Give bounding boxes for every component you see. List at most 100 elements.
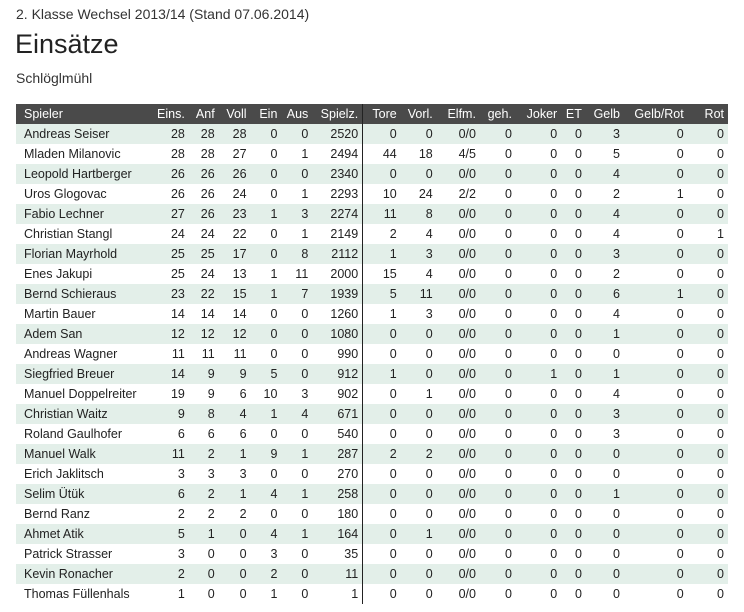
stat-cell-goals: 0 (362, 504, 401, 524)
stat-cell-sent-off: 0 (479, 284, 516, 304)
stat-cell-minutes: 287 (312, 444, 364, 464)
season-subtitle: 2. Klasse Wechsel 2013/14 (Stand 07.06.2… (16, 6, 310, 22)
stat-cell-assists: 0 (400, 364, 437, 384)
table-header-row: Spieler Eins. Anf Voll Ein Aus Spielz. Tore Vorl… (16, 104, 728, 124)
stat-cell-penalties: 0/0 (436, 424, 480, 444)
stat-cell-joker: 0 (515, 524, 562, 544)
stat-cell-penalties: 0/0 (436, 544, 480, 564)
column-header-et[interactable]: ET (561, 104, 586, 124)
stat-cell-penalties: 0/0 (436, 164, 480, 184)
player-name-cell: Bernd Ranz (16, 504, 151, 524)
stat-cell-appearances: 6 (150, 484, 189, 504)
table-row: Fabio Lechner 27 26 23 1 3 2274 11 8 0/0 0 0 0 4 0 0 (16, 204, 728, 224)
stat-cell-penalties: 0/0 (436, 264, 480, 284)
stat-cell-starts: 24 (188, 264, 219, 284)
stat-cell-joker: 0 (515, 204, 562, 224)
stat-cell-assists: 4 (400, 224, 437, 244)
stat-cell-et: 0 (561, 544, 586, 564)
stat-cell-assists: 1 (400, 524, 437, 544)
stat-cell-full: 26 (218, 164, 251, 184)
column-header-full[interactable]: Voll (218, 104, 251, 124)
stat-cell-sent-off: 0 (479, 544, 516, 564)
stat-cell-goals: 0 (362, 384, 401, 404)
stat-cell-starts: 26 (188, 184, 219, 204)
stat-cell-appearances: 27 (150, 204, 189, 224)
column-header-yellow-red[interactable]: Gelb/Rot (623, 104, 688, 124)
stat-cell-yellow: 2 (585, 264, 624, 284)
stat-cell-yellow-red: 0 (623, 544, 688, 564)
stat-cell-yellow-red: 0 (623, 264, 688, 284)
stat-cell-full: 2 (218, 504, 251, 524)
column-header-goals[interactable]: Tore (362, 104, 401, 124)
column-header-starts[interactable]: Anf (188, 104, 219, 124)
stat-cell-assists: 0 (400, 484, 437, 504)
stat-cell-sent-off: 0 (479, 244, 516, 264)
stat-cell-starts: 22 (188, 284, 219, 304)
stat-cell-appearances: 2 (150, 504, 189, 524)
stat-cell-minutes: 912 (312, 364, 364, 384)
column-header-appearances[interactable]: Eins. (150, 104, 189, 124)
column-header-red[interactable]: Rot (687, 104, 728, 124)
player-name-cell: Patrick Strasser (16, 544, 151, 564)
stat-cell-yellow-red: 1 (623, 184, 688, 204)
stat-cell-sent-off: 0 (479, 504, 516, 524)
player-name-cell: Christian Waitz (16, 404, 151, 424)
stat-cell-starts: 12 (188, 324, 219, 344)
column-header-yellow[interactable]: Gelb (585, 104, 624, 124)
stat-cell-sub-in: 0 (250, 184, 282, 204)
stat-cell-penalties: 4/5 (436, 144, 480, 164)
stat-cell-sub-out: 3 (281, 204, 313, 224)
stat-cell-yellow: 0 (585, 584, 624, 604)
stat-cell-joker: 0 (515, 244, 562, 264)
column-header-penalties[interactable]: Elfm. (436, 104, 480, 124)
stat-cell-yellow: 0 (585, 464, 624, 484)
stat-cell-assists: 0 (400, 324, 437, 344)
stat-cell-sub-in: 1 (250, 404, 282, 424)
stat-cell-yellow: 0 (585, 444, 624, 464)
stat-cell-sent-off: 0 (479, 184, 516, 204)
stat-cell-assists: 0 (400, 404, 437, 424)
stat-cell-yellow-red: 0 (623, 364, 688, 384)
stat-cell-minutes: 270 (312, 464, 364, 484)
stat-cell-sub-in: 4 (250, 524, 282, 544)
stat-cell-appearances: 26 (150, 164, 189, 184)
table-row: Kevin Ronacher 2 0 0 2 0 11 0 0 0/0 0 0 0 0 0 0 (16, 564, 728, 584)
stat-cell-appearances: 14 (150, 304, 189, 324)
stat-cell-appearances: 28 (150, 144, 189, 164)
column-header-player[interactable]: Spieler (16, 104, 151, 124)
column-header-sub-in[interactable]: Ein (250, 104, 282, 124)
column-header-sub-out[interactable]: Aus (281, 104, 313, 124)
stat-cell-red: 0 (687, 504, 728, 524)
stat-cell-sent-off: 0 (479, 384, 516, 404)
stat-cell-goals: 0 (362, 424, 401, 444)
stat-cell-sub-in: 4 (250, 484, 282, 504)
stat-cell-goals: 0 (362, 564, 401, 584)
column-header-assists[interactable]: Vorl. (400, 104, 437, 124)
appearances-table: Spieler Eins. Anf Voll Ein Aus Spielz. Tore Vorl… (16, 104, 728, 604)
stat-cell-joker: 0 (515, 404, 562, 424)
stat-cell-starts: 3 (188, 464, 219, 484)
stat-cell-et: 0 (561, 444, 586, 464)
stat-cell-assists: 3 (400, 244, 437, 264)
player-name-cell: Erich Jaklitsch (16, 464, 151, 484)
stat-cell-penalties: 0/0 (436, 344, 480, 364)
stat-cell-sub-out: 1 (281, 144, 313, 164)
stat-cell-yellow-red: 0 (623, 384, 688, 404)
stat-cell-minutes: 990 (312, 344, 364, 364)
column-header-minutes[interactable]: Spielz. (312, 104, 364, 124)
stat-cell-yellow-red: 0 (623, 324, 688, 344)
stat-cell-full: 6 (218, 384, 251, 404)
stat-cell-sent-off: 0 (479, 364, 516, 384)
stat-cell-goals: 0 (362, 584, 401, 604)
player-name-cell: Thomas Füllenhals (16, 584, 151, 604)
table-row: Ahmet Atik 5 1 0 4 1 164 0 1 0/0 0 0 0 0 0 0 (16, 524, 728, 544)
stat-cell-penalties: 0/0 (436, 484, 480, 504)
column-header-sent-off[interactable]: geh. (479, 104, 516, 124)
stat-cell-minutes: 2494 (312, 144, 364, 164)
stat-cell-minutes: 1080 (312, 324, 364, 344)
stat-cell-sub-in: 0 (250, 304, 282, 324)
table-row: Selim Ütük 6 2 1 4 1 258 0 0 0/0 0 0 0 1 0 0 (16, 484, 728, 504)
column-header-joker[interactable]: Joker (515, 104, 562, 124)
stat-cell-sub-in: 9 (250, 444, 282, 464)
stat-cell-red: 0 (687, 564, 728, 584)
